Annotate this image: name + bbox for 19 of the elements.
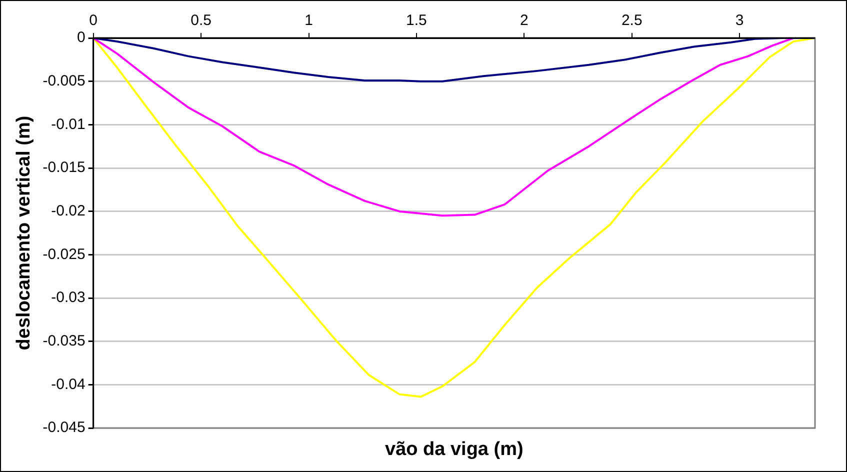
y-tick-label: -0.045 [42, 419, 86, 436]
x-tick-label: 2 [520, 12, 528, 30]
y-tick-label: -0.04 [51, 376, 86, 393]
x-tick-label: 1.5 [406, 12, 427, 30]
x-axis-title: vão da viga (m) [385, 439, 524, 460]
x-tick-label: 0.5 [190, 12, 212, 30]
x-tick-label: 1 [304, 12, 313, 30]
x-tick-label: 0 [89, 12, 98, 30]
y-tick-label: -0.035 [42, 332, 86, 350]
y-tick-label: -0.025 [42, 246, 86, 263]
x-tick-label: 2.5 [621, 12, 642, 30]
y-tick-label: 0 [76, 29, 86, 46]
y-tick-label: -0.03 [51, 289, 86, 306]
y-axis-title: deslocamento vertical (m) [14, 116, 35, 350]
y-tick-label: -0.005 [42, 72, 86, 90]
y-tick-label: -0.02 [51, 202, 86, 220]
y-tick-label: -0.01 [51, 116, 86, 133]
x-tick-label: 3 [735, 12, 744, 30]
y-tick-label: -0.015 [42, 159, 86, 176]
